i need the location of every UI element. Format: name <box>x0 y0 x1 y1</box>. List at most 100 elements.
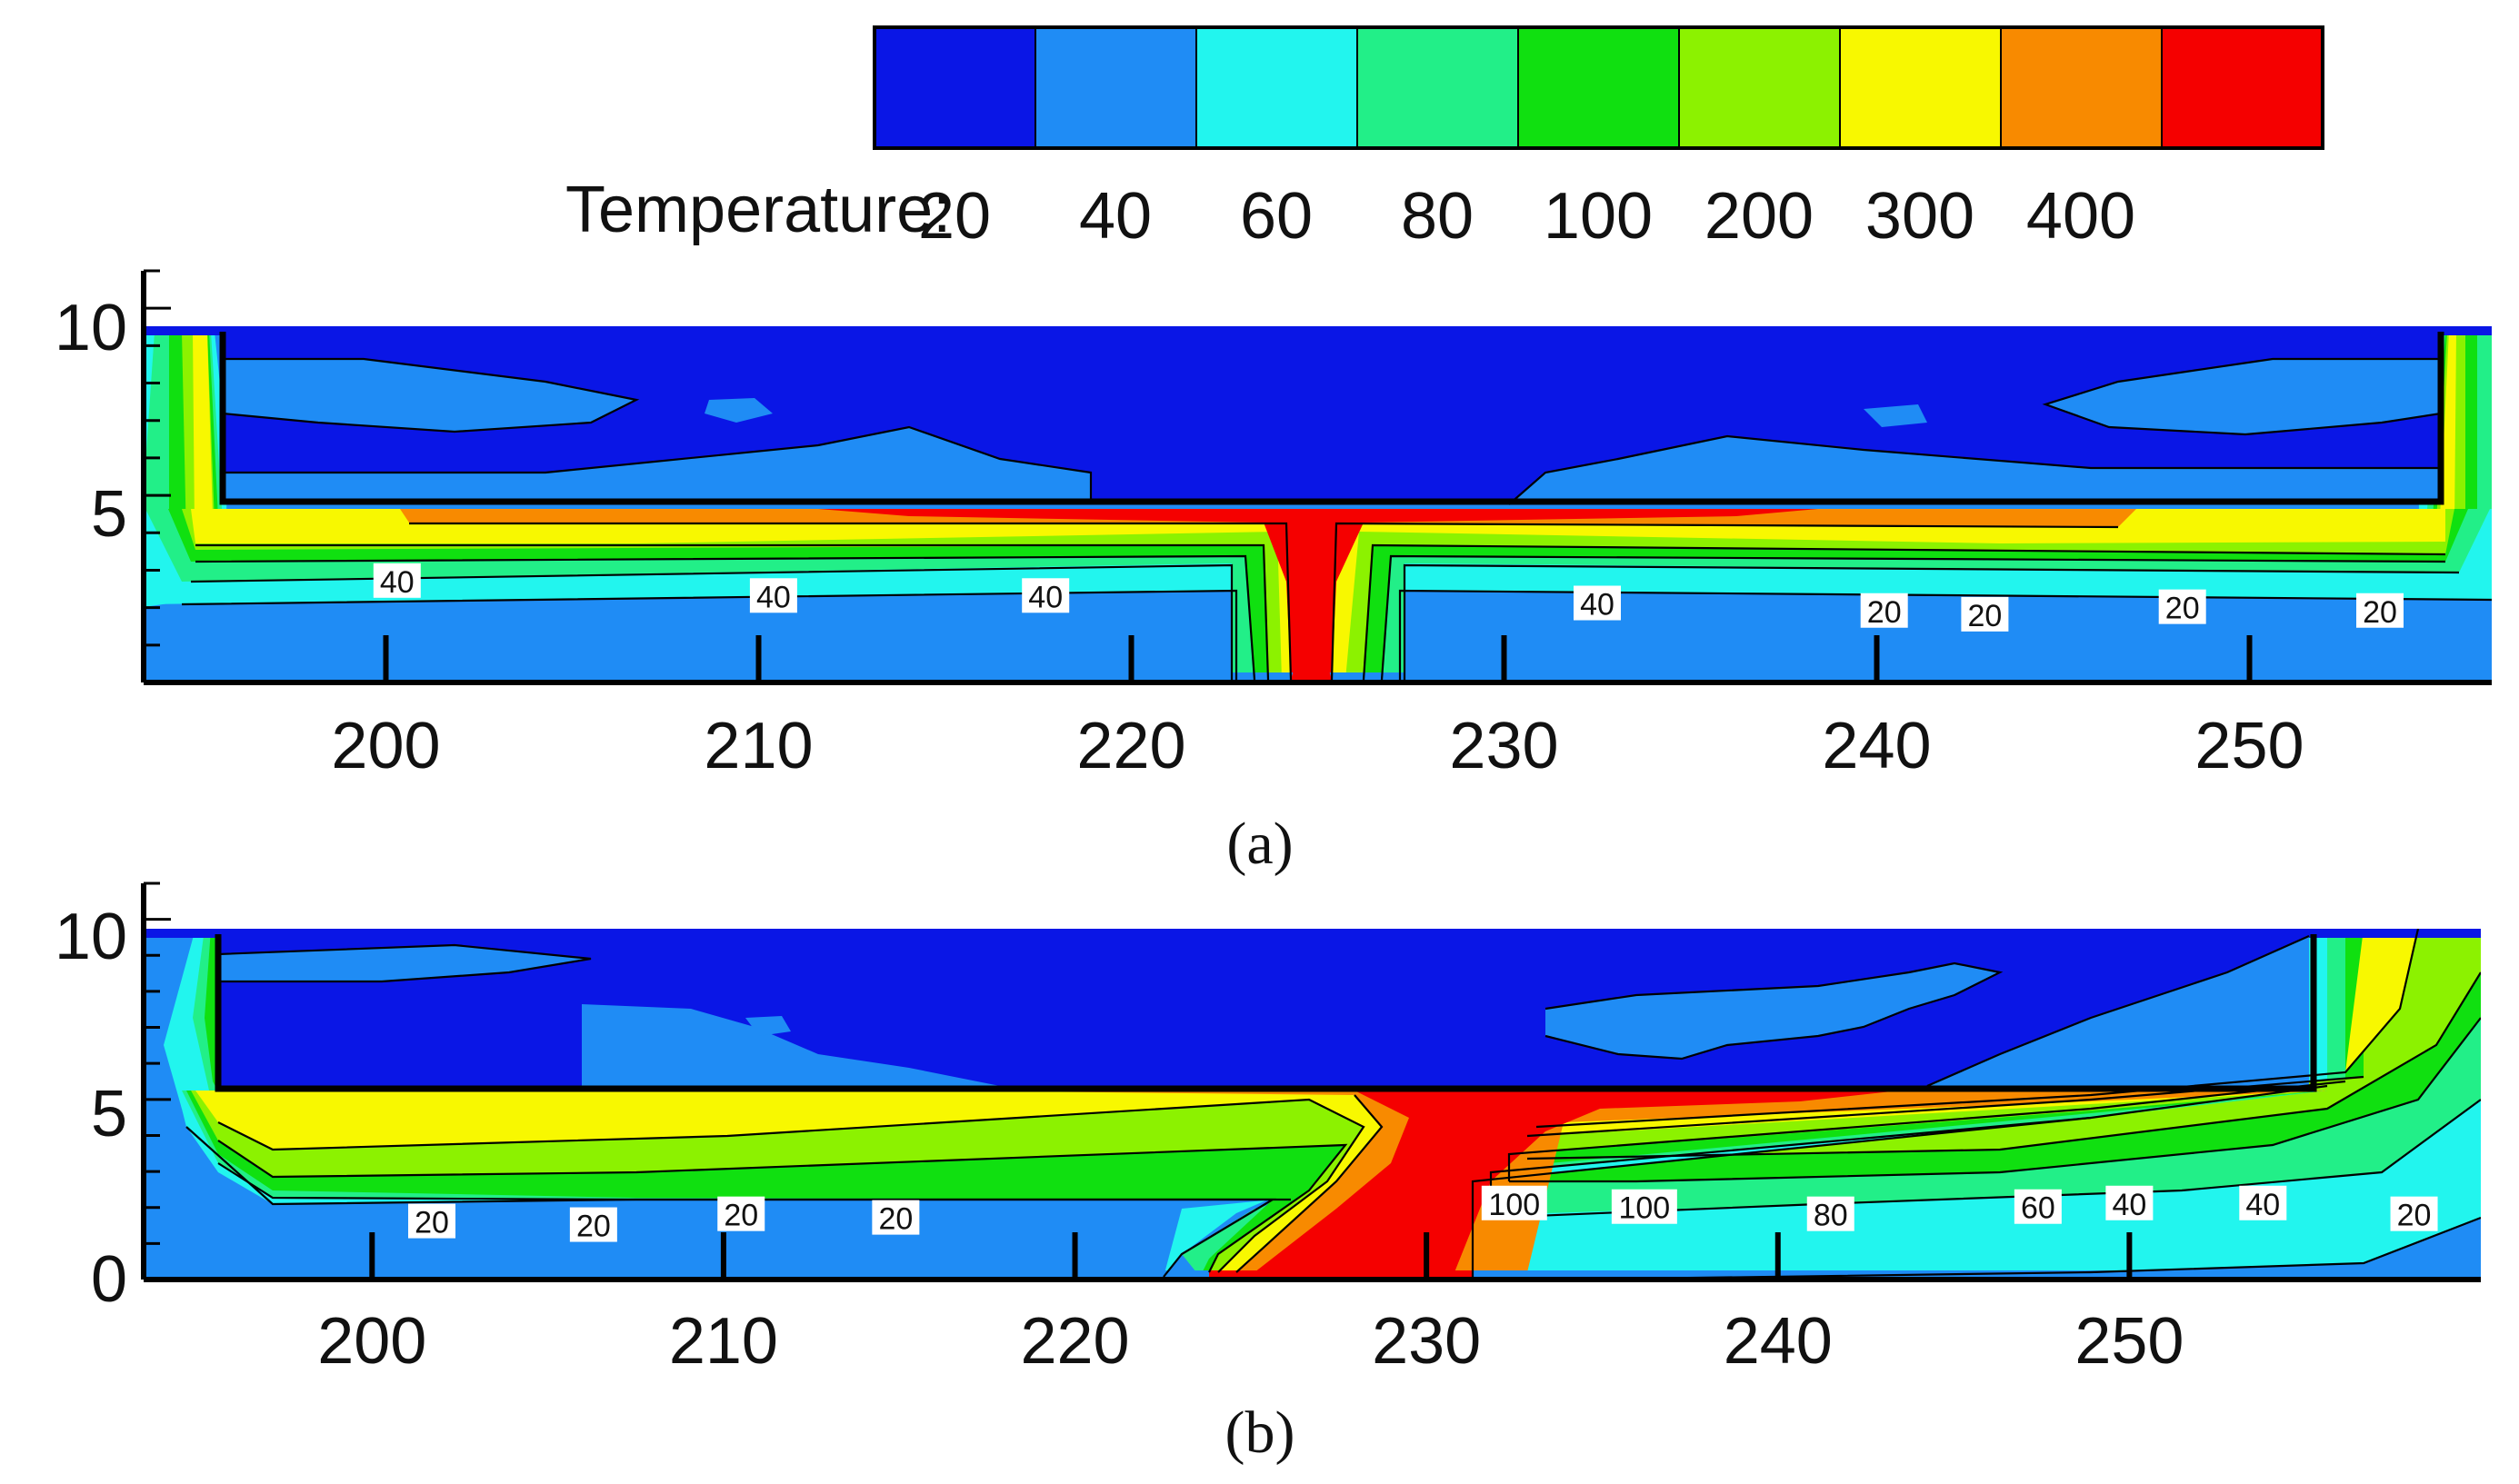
contour-value-label: 40 <box>756 580 791 614</box>
contour-value-label: 60 <box>2021 1191 2055 1226</box>
legend-color-box <box>874 26 1036 149</box>
legend-color-box <box>1517 26 1680 149</box>
y-tick-label: 0 <box>91 1243 127 1316</box>
contour-value-label: 40 <box>1580 588 1614 622</box>
panel-label-a: (a) <box>1226 811 1293 877</box>
contour-value-label: 20 <box>724 1199 758 1233</box>
y-tick-label: 10 <box>55 292 127 364</box>
panel-a-contour-labels: 40 40 40 40 20 20 20 20 <box>373 563 2404 633</box>
contour-label-bg <box>2356 593 2404 628</box>
contour-value-label: 20 <box>1867 595 1902 630</box>
legend-tick-label: 100 <box>1544 180 1653 253</box>
panel-b-x-tick-labels: 200 210 220 230 240 250 <box>317 1305 2184 1378</box>
contour-band-40 <box>705 398 773 423</box>
contour-label-bg <box>2158 589 2206 624</box>
contour-label-bg <box>1574 585 1621 621</box>
contour-label-bg <box>1022 578 1070 613</box>
contour-band-40 <box>2045 359 2441 434</box>
contour-band-max <box>1291 663 1332 680</box>
contour-value-label: 20 <box>415 1206 449 1240</box>
panel-a-contour-field <box>144 326 2492 682</box>
contour-value-label: 20 <box>2363 595 2397 630</box>
y-tick-label: 5 <box>91 478 127 551</box>
contour-band-max <box>1209 1270 1473 1277</box>
ceiling-obstruction-outline <box>215 934 2317 1092</box>
x-tick-label: 250 <box>2074 1305 2184 1378</box>
legend-color-box <box>2161 26 2324 149</box>
contour-label-bg <box>373 563 421 598</box>
contour-band-max <box>818 509 1818 680</box>
contour-label-bg <box>408 1203 456 1239</box>
contour-band-40 <box>582 1004 1000 1086</box>
contour-label-bg <box>1860 593 1908 628</box>
contour-band-40 <box>745 1016 791 1036</box>
legend-color-box <box>1035 26 1197 149</box>
panel-label-b: (b) <box>1225 1399 1295 1466</box>
contour-value-label: 100 <box>1618 1191 1670 1226</box>
contour-band-40 <box>223 427 1091 504</box>
contour-value-label: 40 <box>380 565 415 600</box>
contour-band-300 <box>195 1091 2327 1272</box>
legend-tick-label: 80 <box>1401 180 1474 253</box>
contour-label-bg <box>1481 1185 1547 1220</box>
contour-value-label: 80 <box>1814 1199 1848 1233</box>
panel-b-minor-ticks <box>144 881 171 1281</box>
contour-band-20 <box>144 929 2481 938</box>
contour-value-label: 40 <box>1028 580 1063 614</box>
contour-band-40 <box>1545 963 2000 1059</box>
y-tick-label: 5 <box>91 1078 127 1150</box>
ceiling-obstruction-outline <box>219 332 2444 505</box>
x-tick-label: 230 <box>1372 1305 1481 1378</box>
legend-color-box <box>1678 26 1841 149</box>
x-tick-label: 230 <box>1449 710 1558 782</box>
x-tick-label: 200 <box>331 710 440 782</box>
panel-a-minor-ticks <box>144 269 171 684</box>
legend-tick-label: 60 <box>1240 180 1313 253</box>
legend-color-box <box>1195 26 1358 149</box>
contour-label-bg <box>2014 1189 2062 1224</box>
panel-b-contour-field <box>144 929 2481 1280</box>
panel-b-major-ticks <box>369 1232 2133 1280</box>
legend-color-box <box>1356 26 1519 149</box>
color-legend: Temperature: 20 40 60 80 100 200 300 400 <box>565 25 2324 253</box>
contour-band-40 <box>1509 436 2441 504</box>
x-tick-label: 250 <box>2194 710 2304 782</box>
x-tick-label: 240 <box>1724 1305 1833 1378</box>
legend-tick-label: 40 <box>1079 180 1152 253</box>
contour-band-20 <box>144 326 2492 335</box>
legend-color-box <box>2000 26 2163 149</box>
panel-b: 200 210 220 230 240 250 10 5 0 20 20 20 20 100 100… <box>55 881 2481 1466</box>
contour-value-label: 20 <box>576 1210 611 1244</box>
legend-tick-label: 200 <box>1704 180 1814 253</box>
contour-band-40 <box>1927 936 2309 1086</box>
legend-color-box <box>1839 26 2002 149</box>
panel-b-contour-labels: 20 20 20 20 100 100 80 60 40 40 20 <box>408 1185 2438 1244</box>
x-tick-label: 240 <box>1822 710 1931 782</box>
contour-label-bg <box>2105 1185 2154 1220</box>
y-tick-label: 10 <box>55 901 127 973</box>
contour-band-40 <box>1864 404 1927 427</box>
contour-band-200 <box>1527 929 2481 1159</box>
contour-band-max <box>1255 1091 1900 1272</box>
contour-value-label: 100 <box>1488 1188 1540 1222</box>
contour-band-40 <box>223 359 636 432</box>
contour-value-label: 20 <box>2397 1199 2432 1233</box>
x-tick-label: 210 <box>669 1305 778 1378</box>
legend-title: Temperature: <box>565 174 951 246</box>
x-tick-label: 200 <box>317 1305 426 1378</box>
contour-label-bg <box>569 1207 617 1242</box>
x-tick-label: 220 <box>1020 1305 1129 1378</box>
contour-label-bg <box>2239 1185 2287 1220</box>
legend-tick-label: 300 <box>1865 180 1974 253</box>
contour-value-label: 20 <box>1967 599 2002 633</box>
contour-value-label: 20 <box>878 1202 913 1237</box>
contour-lines <box>181 357 2492 681</box>
panel-a-major-ticks <box>383 635 2253 682</box>
contour-label-bg <box>1961 596 2009 632</box>
contour-band-300 <box>193 332 213 527</box>
x-tick-label: 210 <box>704 710 813 782</box>
contour-value-label: 40 <box>2112 1188 2146 1222</box>
legend-frame <box>873 25 2324 150</box>
contour-value-label: 20 <box>2165 592 2200 626</box>
